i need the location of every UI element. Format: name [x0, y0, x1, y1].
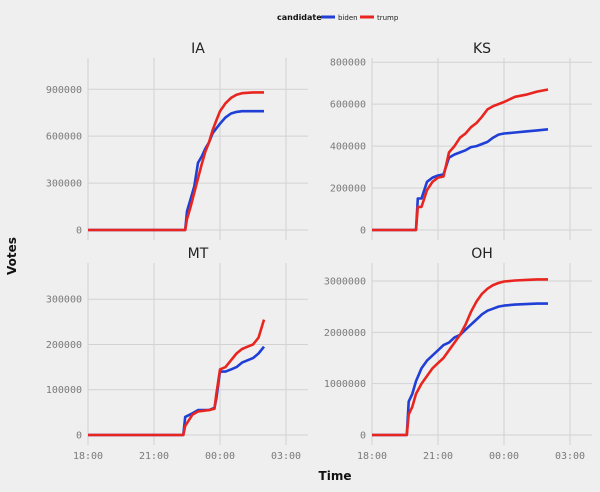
panel-background	[88, 58, 308, 240]
y-tick-label: 0	[76, 226, 82, 237]
x-tick-label: 03:00	[271, 451, 301, 462]
panel-title: MT	[188, 246, 209, 262]
y-tick-label: 0	[360, 226, 366, 237]
y-tick-label: 200000	[330, 184, 366, 195]
y-tick-label: 1000000	[324, 379, 366, 390]
series-line-biden	[372, 128, 549, 232]
x-tick-label: 00:00	[205, 451, 235, 462]
y-tick-label: 400000	[330, 142, 366, 153]
series-line-trump	[88, 91, 264, 232]
series-line-trump	[372, 278, 548, 437]
x-tick-label: 03:00	[555, 451, 585, 462]
legend: candidate biden trump	[277, 13, 399, 22]
panel-title: KS	[473, 41, 491, 57]
x-tick-label: 00:00	[489, 451, 519, 462]
y-tick-label: 0	[360, 431, 366, 442]
legend-title: candidate	[277, 13, 322, 22]
y-tick-label: 3000000	[324, 276, 366, 287]
y-tick-label: 900000	[46, 85, 82, 96]
x-axis-title: Time	[319, 469, 352, 483]
legend-label-trump: trump	[377, 14, 399, 22]
panel-ks: KS 0 200000 400000 600000 800000	[330, 41, 592, 240]
panel-title: OH	[471, 246, 493, 262]
panel-mt: MT 0 100000 200000 300000 18:00 21:00 00:00 03:0…	[46, 246, 308, 462]
y-tick-label: 300000	[46, 295, 82, 306]
panel-oh: OH 0 1000000 2000000 3000000 18:00 21:00 00:00 0…	[324, 246, 592, 462]
series-line-trump	[372, 88, 549, 232]
panel-background	[372, 58, 592, 240]
x-tick-label: 21:00	[423, 451, 453, 462]
panel-ia: IA 0 300000 600000 900000	[46, 41, 308, 240]
panel-background	[88, 263, 308, 445]
legend-label-biden: biden	[338, 14, 358, 22]
facet-panels: IA 0 300000 600000 900000 KS 0 200000 400000 6000…	[46, 41, 592, 462]
x-tick-label: 18:00	[73, 451, 103, 462]
panel-title: IA	[191, 41, 205, 57]
y-tick-label: 300000	[46, 179, 82, 190]
y-tick-label: 600000	[330, 100, 366, 111]
y-tick-label: 600000	[46, 132, 82, 143]
y-tick-label: 2000000	[324, 328, 366, 339]
series-line-trump	[88, 319, 266, 437]
y-tick-label: 100000	[46, 385, 82, 396]
y-tick-label: 200000	[46, 340, 82, 351]
y-tick-label: 0	[76, 431, 82, 442]
y-axis-title: Votes	[5, 237, 19, 275]
panel-background	[372, 263, 592, 445]
y-tick-label: 800000	[330, 58, 366, 69]
x-tick-label: 18:00	[357, 451, 387, 462]
x-tick-label: 21:00	[139, 451, 169, 462]
